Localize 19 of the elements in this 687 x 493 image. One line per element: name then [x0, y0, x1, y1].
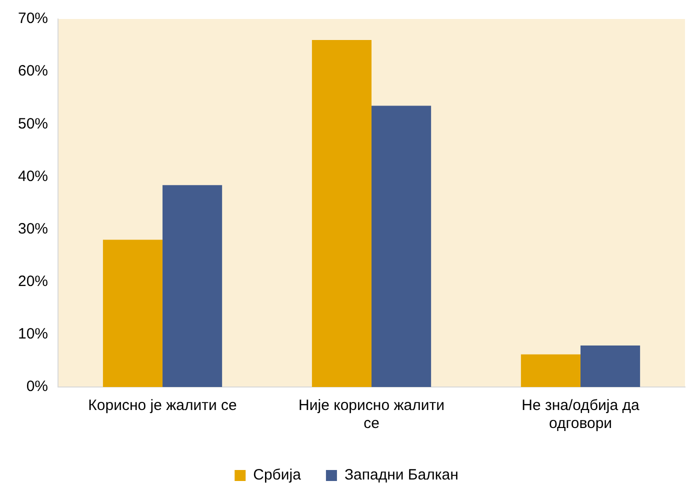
bar [102, 240, 163, 387]
y-tick-label: 70% [18, 10, 48, 28]
y-tick-label: 30% [18, 220, 48, 238]
x-tick-label: Не зна/одбија да одговори [522, 397, 640, 432]
y-tick-label: 50% [18, 115, 48, 132]
bar [520, 354, 581, 387]
y-tick-label: 10% [18, 326, 48, 343]
x-tick-label: Корисно је жалити се [88, 397, 237, 414]
legend-label: Србија [253, 466, 302, 484]
bar [580, 345, 640, 387]
x-tick-label: Није корисно жалити се [298, 397, 444, 432]
bar [162, 185, 222, 387]
y-tick-label: 20% [18, 273, 48, 290]
y-tick-label: 0% [26, 378, 48, 396]
y-tick-label: 60% [18, 62, 48, 80]
legend-label: Западни Балкан [344, 466, 458, 484]
y-tick-label: 40% [18, 168, 48, 185]
bar [312, 40, 372, 387]
bar [372, 106, 432, 387]
